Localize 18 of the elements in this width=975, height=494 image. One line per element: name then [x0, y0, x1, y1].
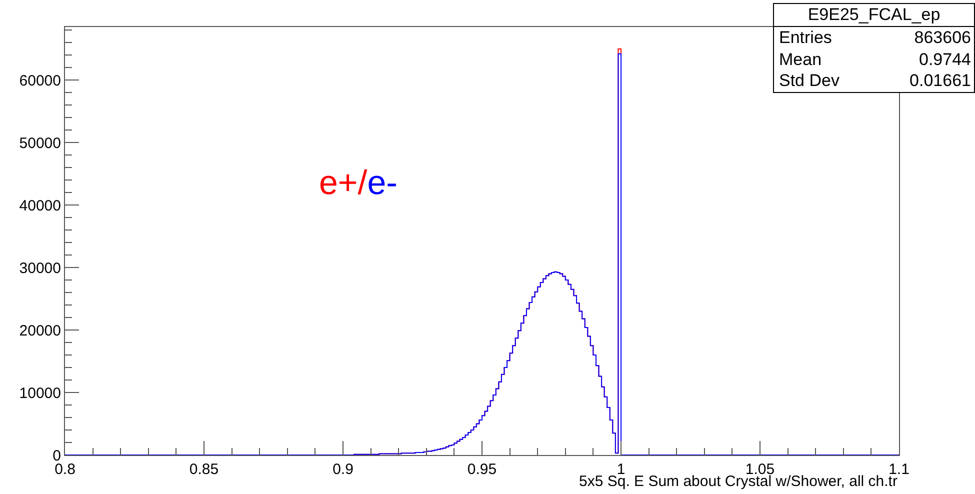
y-tick-label: 20000: [19, 322, 61, 340]
y-tick-label: 50000: [19, 134, 61, 152]
text: 0.01661: [910, 70, 971, 92]
text: 863606: [914, 27, 971, 48]
y-tick-label: 60000: [19, 72, 61, 90]
annotation: e+/: [319, 164, 368, 202]
annotation: Entries: [779, 27, 832, 48]
x-tick-label: 0.85: [189, 461, 219, 478]
text: E9E25_FCAL_ep: [774, 4, 974, 27]
y-tick-label: 30000: [19, 260, 61, 277]
annotation: Std Dev: [779, 70, 840, 92]
x-tick-label: 0.9: [332, 461, 354, 478]
annotation: Mean: [779, 48, 822, 70]
y-tick-label: 40000: [19, 197, 61, 214]
x-tick-label: 0.95: [467, 461, 497, 478]
text: 0.9744: [919, 48, 971, 70]
annotation: e-: [367, 164, 398, 202]
y-tick-label: 10000: [19, 384, 61, 402]
